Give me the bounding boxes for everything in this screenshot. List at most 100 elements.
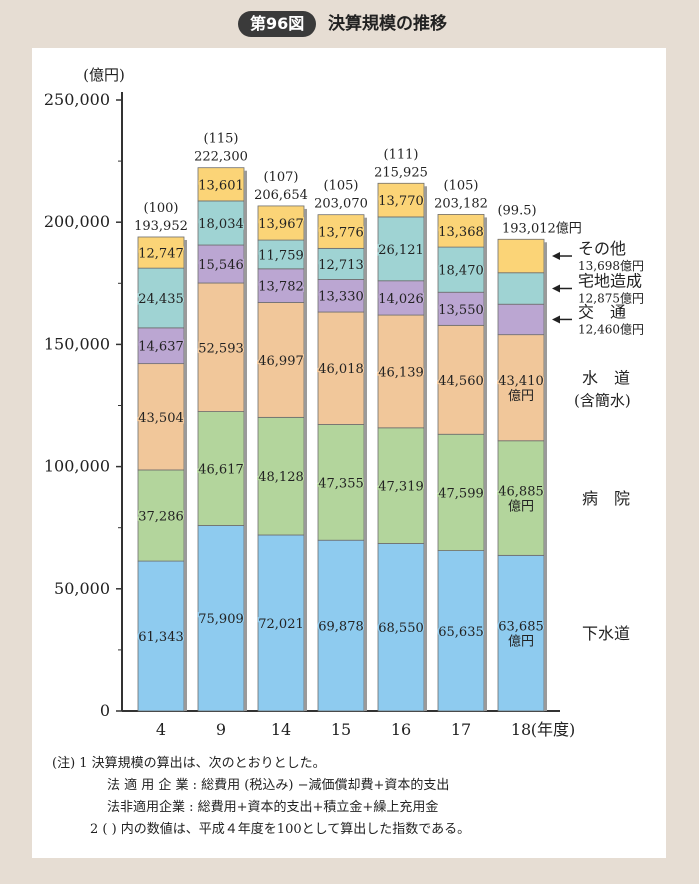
x-tick-label: 16 xyxy=(391,720,411,739)
legend-name: 水 道 xyxy=(582,369,630,388)
legend-arrow-head xyxy=(552,315,560,324)
x-tick-label: 18 xyxy=(511,720,531,739)
bar-segment xyxy=(497,303,545,336)
x-tick-label: 15 xyxy=(331,720,351,739)
bar-value-label: 69,878 xyxy=(318,620,364,635)
bar-value-label: 44,560 xyxy=(438,374,484,389)
bar-shadow xyxy=(544,242,547,711)
bar-shadow xyxy=(244,170,247,712)
bar-segment xyxy=(197,282,245,412)
bar-value-label: 65,635 xyxy=(438,625,484,640)
bar-value-label: 18,034 xyxy=(198,217,244,232)
x-tick-label: 17 xyxy=(451,720,471,739)
bar-segment xyxy=(437,214,485,248)
bar-value-label: 14,026 xyxy=(378,292,424,307)
bar-segment xyxy=(257,416,305,536)
y-tick-label: 250,000 xyxy=(44,90,110,109)
bar-segment xyxy=(377,182,425,218)
legend-name: 宅地造成 xyxy=(578,271,642,290)
legend-arrow-head xyxy=(552,252,560,261)
bar-shadow xyxy=(424,186,427,711)
bar-shadow xyxy=(484,217,487,711)
bar-value-label: 46,617 xyxy=(198,463,244,478)
bar-value-label: 13,782 xyxy=(258,280,304,295)
note-line-2: 法 適 用 企 業 : 総費用 (税込み) −減価償却費+資本的支出 xyxy=(107,778,450,793)
bar-value-label: 18,470 xyxy=(438,264,484,279)
bar-value-label: 26,121 xyxy=(378,243,424,258)
bar-segment xyxy=(377,280,425,316)
legend-name: 下水道 xyxy=(582,624,630,643)
legend-name: 交 通 xyxy=(578,302,626,321)
bar-value-label: 37,286 xyxy=(138,510,184,525)
bar-segment xyxy=(377,314,425,429)
bar-segment xyxy=(497,238,545,274)
x-tick-label: 9 xyxy=(216,720,226,739)
bar-value-label: 15,546 xyxy=(198,258,244,273)
bar-value-label: 68,550 xyxy=(378,621,424,636)
bar-total-label: 215,925 xyxy=(374,165,428,180)
bar-shadow xyxy=(184,239,187,711)
bar-value-label: 46,139 xyxy=(378,365,424,380)
y-tick-label: 0 xyxy=(100,701,110,720)
legend-value: 13,698億円 xyxy=(578,259,644,273)
bar-value-label: 13,770 xyxy=(378,194,424,209)
bar-value-label: 75,909 xyxy=(198,612,244,627)
bar-total-label: 193,012億円 xyxy=(502,220,582,236)
bar-segment xyxy=(257,205,305,241)
bar-value-label: 52,593 xyxy=(198,341,244,356)
bar-value-label: 13,776 xyxy=(318,226,364,241)
y-tick-label: 200,000 xyxy=(44,212,110,231)
bar-total-label: 193,952 xyxy=(134,219,188,234)
bar-value-label: 13,601 xyxy=(198,178,244,193)
legend-sub: (含簡水) xyxy=(574,392,631,410)
y-tick-label: 150,000 xyxy=(44,334,110,353)
bar-segment xyxy=(437,433,485,551)
bar-index-label: (100) xyxy=(144,201,179,216)
bar-segment xyxy=(197,200,245,246)
bar-segment xyxy=(257,239,305,270)
figure-number-badge: 第96図 xyxy=(238,11,317,37)
bar-segment xyxy=(257,534,305,712)
bar-segment xyxy=(317,279,365,313)
bar-value-label: 13,967 xyxy=(258,217,304,232)
bar-index-label: (111) xyxy=(384,147,419,162)
bar-value-label: 14,637 xyxy=(138,340,184,355)
bar-value-label: 億円 xyxy=(508,499,534,515)
bar-value-label: 24,435 xyxy=(138,292,184,307)
bar-value-label: 72,021 xyxy=(258,617,304,632)
bar-value-label: 12,713 xyxy=(318,258,364,273)
x-tick-label: 4 xyxy=(156,720,166,739)
bar-value-label: 46,997 xyxy=(258,354,304,369)
bar-value-label: 46,885 xyxy=(498,485,544,500)
bar-total-label: 206,654 xyxy=(254,188,308,203)
bar-segment xyxy=(317,311,365,425)
bar-segment xyxy=(437,550,485,712)
bar-value-label: 13,330 xyxy=(318,290,364,305)
bar-segment xyxy=(137,363,185,471)
bar-value-label: 11,759 xyxy=(258,248,304,263)
legend-arrow-head xyxy=(552,284,560,293)
figure-title: 決算規模の推移 xyxy=(328,14,447,34)
bar-segment xyxy=(137,469,185,562)
bar-segment xyxy=(497,272,545,305)
note-line-4: 2 ( ) 内の数値は、平成４年度を100として算出した指数である。 xyxy=(90,822,471,837)
bar-segment xyxy=(197,525,245,712)
bar-value-label: 47,355 xyxy=(318,476,364,491)
bar-index-label: (105) xyxy=(324,179,359,194)
bar-total-label: 222,300 xyxy=(194,150,248,165)
note-line-3: 法非適用企業 : 総費用+資本的支出+積立金+繰上充用金 xyxy=(107,800,439,815)
bar-total-label: 203,182 xyxy=(434,196,488,211)
bar-value-label: 63,685 xyxy=(498,620,544,635)
bar-value-label: 43,504 xyxy=(138,411,184,426)
bar-segment xyxy=(137,327,185,365)
bar-value-label: 億円 xyxy=(508,388,534,404)
note-line-1: (注) 1 決算規模の算出は、次のとおりとした。 xyxy=(52,756,326,771)
bar-segment xyxy=(137,267,185,329)
bar-segment xyxy=(377,543,425,712)
bar-value-label: 46,018 xyxy=(318,362,364,377)
bar-value-label: 47,319 xyxy=(378,480,424,495)
legend-value: 12,460億円 xyxy=(578,322,644,336)
bar-shadow xyxy=(304,208,307,711)
bar-value-label: 億円 xyxy=(508,634,534,650)
